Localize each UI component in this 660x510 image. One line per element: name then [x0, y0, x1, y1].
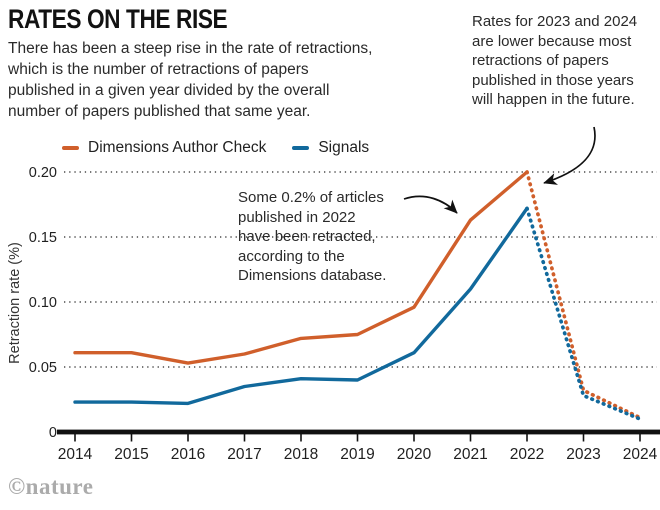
legend-swatch-signals [292, 146, 310, 150]
x-tick-label: 2017 [227, 446, 261, 463]
note-line: retractions of papers [472, 52, 609, 69]
legend-item-signals: Signals [292, 139, 369, 157]
x-tick-label: 2023 [566, 446, 600, 463]
note-line: Some 0.2% of articles [238, 189, 384, 206]
y-tick-label: 0.20 [29, 165, 57, 181]
x-tick-label: 2022 [510, 446, 544, 463]
subtitle-line: which is the number of retractions of pa… [8, 61, 309, 78]
legend-swatch-dimensions [62, 146, 79, 150]
y-tick-label: 0.05 [29, 360, 57, 376]
note-line: published in 2022 [238, 208, 356, 226]
subtitle-line: published in a given year divided by the… [8, 82, 330, 99]
nature-logo: ©nature [8, 474, 94, 499]
note-line: are lower because most [472, 32, 632, 50]
legend: Dimensions Author Check Signals [62, 139, 369, 157]
retracted-note: Some 0.2% of articles published in 2022 … [238, 188, 418, 286]
x-axis-baseline [57, 429, 660, 435]
legend-item-dimensions: Dimensions Author Check [62, 139, 266, 157]
y-tick-label: 0.15 [29, 230, 57, 246]
y-tick-label: 0 [49, 425, 57, 441]
legend-label: Dimensions Author Check [88, 139, 267, 156]
note-line: have been retracted, [238, 228, 376, 245]
note-line: according to the [238, 247, 345, 265]
note-line: will happen in the future. [472, 91, 635, 108]
subtitle-line: number of papers published that same yea… [8, 103, 311, 120]
x-tick-label: 2015 [114, 446, 148, 463]
note-line: Rates for 2023 and 2024 [472, 13, 638, 30]
future-note: Rates for 2023 and 2024 are lower becaus… [472, 12, 660, 110]
x-tick-label: 2021 [453, 446, 487, 463]
x-tick-label: 2018 [284, 446, 318, 463]
x-tick-label: 2024 [623, 446, 658, 463]
series-line-dotted [525, 206, 642, 421]
x-tick-label: 2020 [397, 446, 432, 463]
subtitle-line: There has been a steep rise in the rate … [8, 40, 373, 57]
y-axis-title: Retraction rate (%) [7, 242, 23, 364]
note-line: published in those years [472, 71, 634, 89]
note-line: Dimensions database. [238, 267, 387, 284]
x-tick-label: 2016 [171, 446, 205, 463]
series-line-dotted [525, 170, 642, 420]
retracted-note-arrow [403, 195, 458, 214]
legend-label: Signals [318, 139, 370, 156]
y-tick-label: 0.10 [29, 295, 57, 311]
chart-subtitle: There has been a steep rise in the rate … [8, 38, 372, 122]
x-tick-label: 2019 [340, 446, 374, 463]
series-line-solid [73, 206, 529, 406]
future-note-arrow [543, 126, 596, 185]
series-line-solid [73, 170, 529, 365]
x-tick-label: 2014 [58, 446, 93, 463]
chart-title: RATES ON THE RISE [8, 4, 228, 34]
